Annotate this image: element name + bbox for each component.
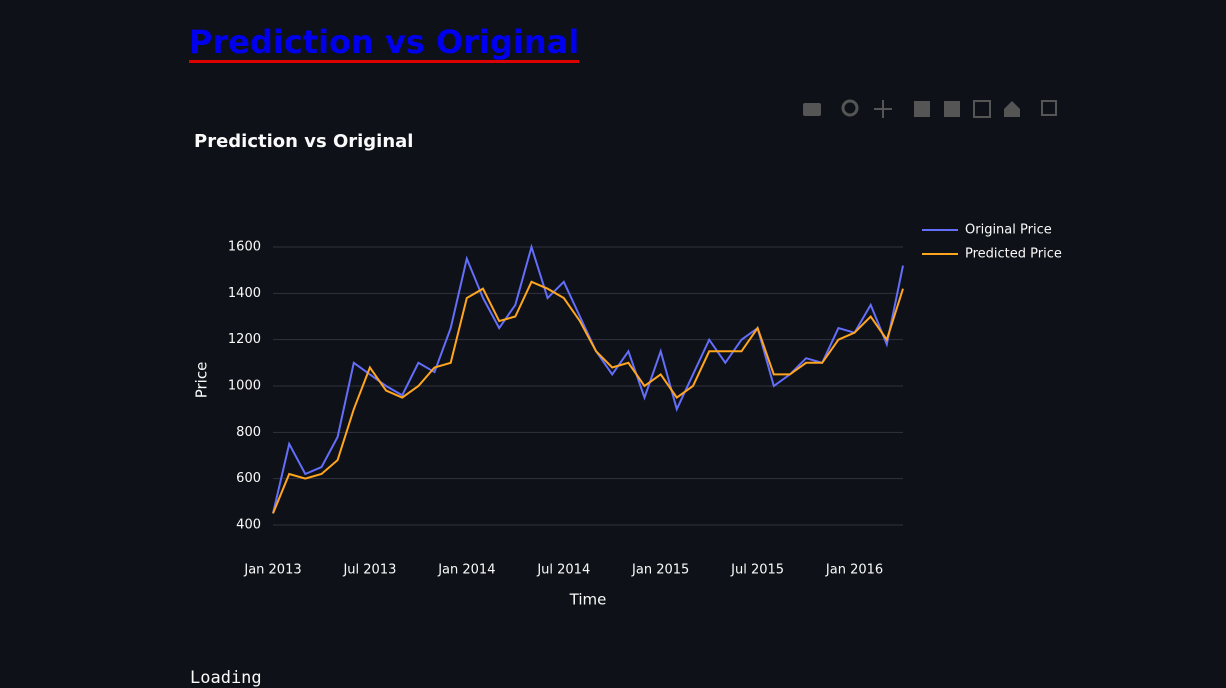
reset-icon[interactable] bbox=[1004, 101, 1020, 117]
y-tick-label: 1600 bbox=[228, 240, 261, 255]
fullscreen-icon[interactable] bbox=[1041, 100, 1057, 116]
status-text: Loading bbox=[190, 668, 262, 688]
y-tick-label: 400 bbox=[236, 517, 261, 532]
line bbox=[272, 243, 904, 514]
autoscale-icon[interactable] bbox=[973, 100, 991, 118]
legend-label: Original Price bbox=[965, 223, 1052, 238]
y-tick-label: 600 bbox=[236, 471, 261, 486]
zoom-in-icon[interactable] bbox=[914, 101, 930, 117]
zoom-out-icon[interactable] bbox=[944, 101, 960, 117]
chart-title: Prediction vs Original bbox=[194, 131, 413, 152]
y-tick-label: 800 bbox=[236, 425, 261, 440]
x-tick-label: Jul 2014 bbox=[536, 563, 590, 578]
y-tick-label: 1000 bbox=[228, 379, 261, 394]
line bbox=[272, 280, 904, 514]
pan-icon[interactable] bbox=[874, 100, 892, 118]
zoom-icon[interactable] bbox=[841, 99, 859, 117]
chart: Prediction vs Original Time Price 400 600… bbox=[193, 99, 1062, 609]
camera-icon[interactable] bbox=[803, 103, 821, 116]
x-axis-title: Time bbox=[569, 591, 607, 609]
heading-link[interactable]: Prediction vs Original bbox=[189, 23, 580, 63]
x-tick-label: Jan 2015 bbox=[631, 563, 689, 578]
y-tick-label: 1200 bbox=[228, 332, 261, 347]
x-tick-label: Jan 2014 bbox=[437, 563, 495, 578]
x-tick-label: Jul 2015 bbox=[730, 563, 784, 578]
x-tick-label: Jul 2013 bbox=[342, 563, 396, 578]
x-tick-label: Jan 2016 bbox=[825, 563, 883, 578]
legend-label: Predicted Price bbox=[965, 247, 1062, 262]
y-axis-title: Price bbox=[193, 362, 211, 399]
toolbar bbox=[803, 99, 1057, 118]
x-tick-label: Jan 2013 bbox=[243, 563, 301, 578]
y-tick-label: 1400 bbox=[228, 286, 261, 301]
